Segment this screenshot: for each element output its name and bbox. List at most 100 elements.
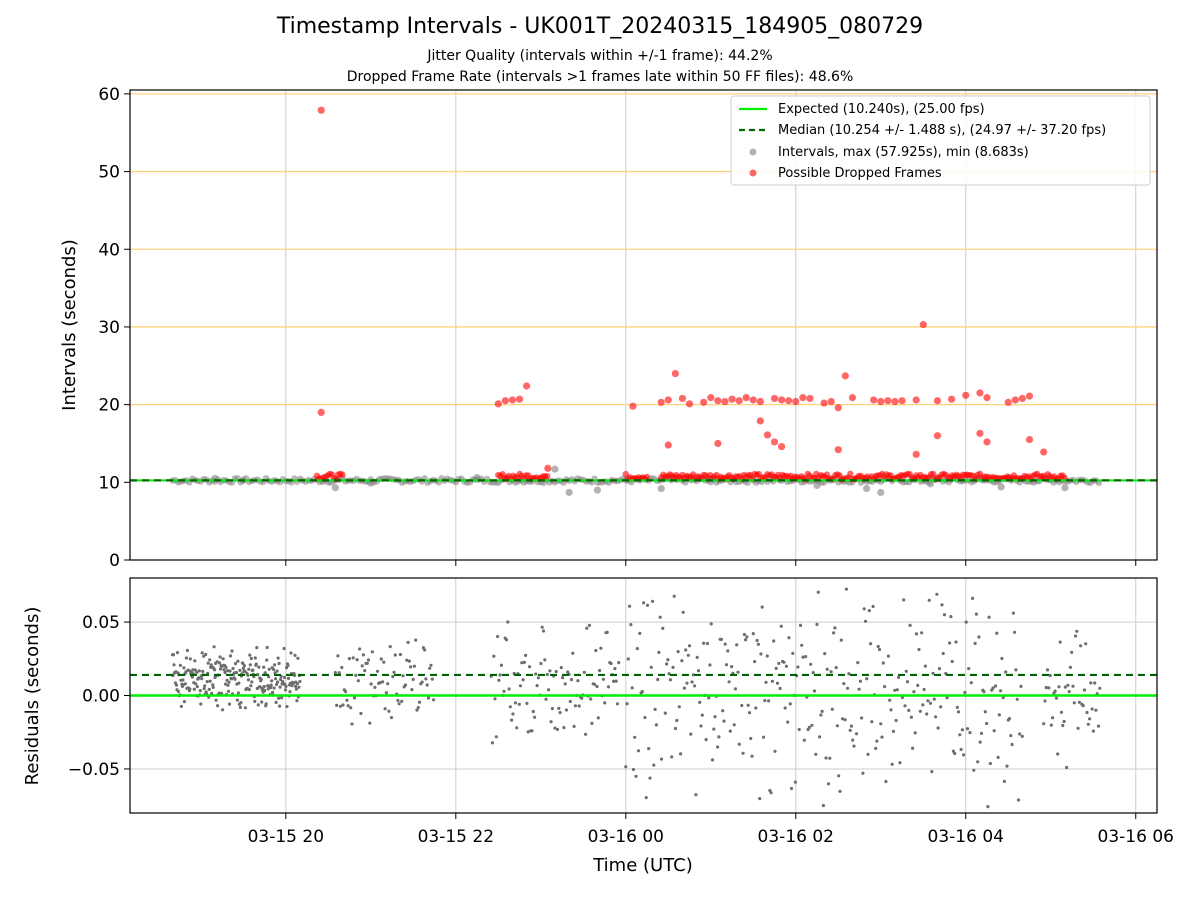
residual-point (263, 671, 267, 675)
residual-point (927, 598, 931, 602)
residual-point (735, 643, 739, 647)
residual-point (241, 661, 245, 666)
residual-point (518, 684, 523, 688)
residual-point (931, 671, 935, 675)
residual-point (396, 698, 400, 703)
residual-point (967, 667, 971, 671)
jitter-quality-subtitle: Jitter Quality (intervals within +/-1 fr… (427, 48, 773, 64)
residual-point (432, 698, 436, 702)
residual-point (854, 732, 859, 736)
residual-point (504, 638, 509, 642)
residual-point (858, 679, 863, 683)
residual-point (580, 696, 584, 700)
residual-point (969, 681, 973, 685)
residual-point (832, 631, 836, 635)
residual-point (857, 687, 861, 691)
residual-point (1077, 700, 1081, 704)
residual-point (227, 702, 232, 706)
residual-point (296, 656, 300, 660)
dropped-frame-point (1040, 448, 1048, 456)
residual-point (704, 738, 708, 742)
residual-point (237, 681, 241, 685)
residual-point (782, 660, 786, 664)
dropped-frame-point (544, 464, 552, 472)
residual-point (772, 639, 776, 643)
residual-point (668, 678, 673, 682)
residual-point (344, 690, 348, 694)
dropped-frame-point (643, 473, 651, 481)
residual-point (259, 677, 263, 681)
residual-point (1072, 701, 1076, 705)
residual-point (847, 672, 851, 676)
residual-point (204, 690, 208, 694)
dropped-frame-point (870, 396, 878, 404)
residual-point (262, 665, 266, 669)
residual-point (955, 705, 959, 710)
residual-point (905, 680, 910, 684)
residual-point (866, 752, 870, 757)
dropped-frame-point (891, 397, 899, 406)
residual-point (543, 658, 547, 662)
residual-point (292, 673, 297, 678)
residual-point (191, 668, 195, 672)
residual-point (182, 700, 186, 704)
residual-point (406, 640, 410, 645)
dropped-frame-point (933, 432, 942, 440)
residual-point (987, 615, 991, 619)
residual-point (963, 690, 967, 695)
residual-point (387, 709, 391, 713)
residual-point (797, 727, 801, 732)
residual-point (401, 674, 405, 678)
interval-point (813, 481, 821, 490)
residual-point (916, 683, 920, 688)
residual-point (891, 729, 896, 734)
residual-point (814, 752, 818, 756)
residual-point (663, 711, 667, 715)
residual-point (557, 706, 561, 711)
residual-point (195, 670, 199, 674)
residual-point (416, 706, 420, 710)
residual-point (275, 682, 279, 687)
residual-point (1000, 656, 1004, 661)
residual-point (235, 698, 239, 702)
residual-point (830, 707, 834, 711)
residual-point (893, 688, 897, 692)
residual-point (991, 686, 995, 690)
residual-point (673, 726, 678, 731)
residual-point (254, 662, 258, 666)
residual-point (653, 707, 657, 712)
residual-point (914, 632, 919, 636)
residual-point (590, 721, 594, 726)
dropped-frame-point (848, 394, 857, 402)
legend-intervals-label: Intervals, max (57.925s), min (8.683s) (778, 145, 1029, 160)
residual-point (791, 651, 795, 656)
residual-point (375, 669, 380, 673)
residual-point (1085, 710, 1089, 715)
residual-point (613, 667, 617, 671)
residual-point (527, 665, 532, 669)
residuals-ytick-label: 0.05 (82, 613, 120, 633)
residual-point (897, 675, 901, 680)
residual-point (954, 640, 958, 644)
residual-point (208, 658, 212, 662)
residual-point (351, 656, 355, 660)
residual-point (228, 669, 232, 673)
residual-point (670, 755, 674, 759)
residual-point (289, 651, 293, 655)
residual-point (624, 765, 628, 769)
legend-expected-label: Expected (10.240s), (25.00 fps) (778, 102, 985, 117)
residual-point (392, 670, 396, 674)
residual-point (188, 657, 192, 661)
residual-point (758, 797, 762, 801)
dropped-frame-point (714, 439, 722, 448)
residual-point (382, 660, 386, 664)
residual-point (420, 680, 424, 684)
residual-point (211, 685, 215, 690)
residual-point (732, 723, 736, 727)
residual-point (934, 715, 938, 719)
residual-point (1058, 640, 1062, 644)
residual-point (996, 755, 1000, 760)
residual-point (983, 710, 987, 714)
residual-point (199, 702, 203, 706)
interval-point (1061, 484, 1069, 492)
